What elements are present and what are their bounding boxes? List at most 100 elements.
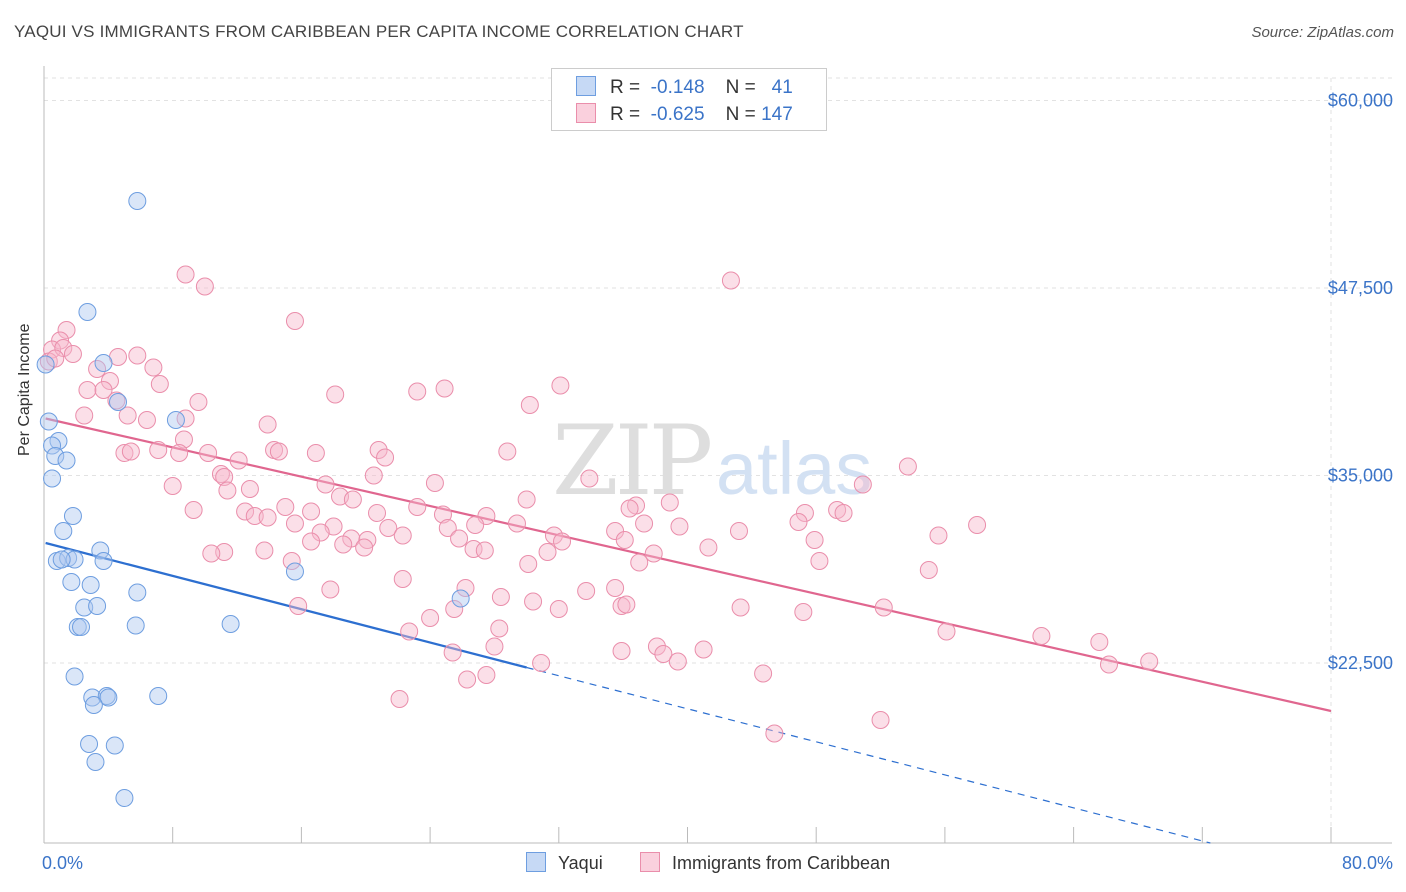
data-point-caribbean	[115, 444, 134, 462]
data-point-caribbean	[174, 430, 193, 449]
data-point-caribbean	[311, 523, 330, 542]
data-point-yaqui	[59, 549, 78, 567]
data-point-caribbean	[517, 490, 536, 509]
data-point-caribbean	[379, 519, 398, 537]
data-point-caribbean	[1140, 652, 1159, 671]
data-point-caribbean	[507, 514, 526, 533]
data-point-caribbean	[400, 622, 419, 641]
data-point-caribbean	[458, 670, 477, 689]
data-point-caribbean	[606, 522, 625, 540]
data-point-yaqui	[81, 576, 100, 594]
data-point-caribbean	[532, 654, 551, 672]
bottom-legend-yaqui: Yaqui	[526, 852, 603, 874]
data-point-caribbean	[699, 538, 718, 557]
data-point-yaqui	[83, 688, 102, 707]
data-point-caribbean	[245, 507, 264, 525]
data-point-caribbean	[438, 519, 457, 537]
data-point-caribbean	[289, 597, 308, 615]
data-point-caribbean	[150, 375, 169, 393]
data-point-caribbean	[215, 468, 234, 486]
data-point-caribbean	[202, 544, 221, 563]
data-point-yaqui	[36, 355, 55, 374]
data-point-caribbean	[615, 531, 634, 549]
data-point-caribbean	[445, 600, 464, 618]
x-tick-label: 80.0%	[1342, 853, 1393, 873]
data-point-caribbean	[229, 451, 248, 470]
data-point-caribbean	[668, 652, 687, 671]
data-point-yaqui	[65, 550, 84, 569]
data-point-yaqui	[128, 192, 147, 210]
data-point-yaqui	[221, 615, 240, 633]
data-point-caribbean	[929, 526, 948, 545]
data-point-caribbean	[731, 598, 750, 617]
data-point-caribbean	[195, 277, 214, 296]
data-point-caribbean	[919, 561, 938, 579]
data-point-yaqui	[84, 696, 103, 714]
data-point-caribbean	[355, 538, 374, 557]
watermark-zip: ZIP	[552, 405, 711, 517]
data-point-caribbean	[57, 321, 76, 339]
data-point-yaqui	[105, 736, 124, 755]
data-point-caribbean	[1032, 627, 1051, 645]
data-point-caribbean	[144, 358, 163, 377]
data-point-caribbean	[393, 526, 412, 545]
data-point-caribbean	[176, 409, 195, 428]
data-point-caribbean	[269, 442, 288, 461]
data-point-caribbean	[285, 312, 304, 330]
data-point-caribbean	[343, 490, 362, 509]
data-point-yaqui	[78, 303, 97, 321]
data-point-caribbean	[754, 664, 773, 683]
watermark: ZIP atlas	[552, 405, 872, 517]
data-point-caribbean	[443, 643, 462, 662]
data-point-caribbean	[326, 385, 345, 404]
data-point-yaqui	[285, 562, 304, 581]
data-point-caribbean	[334, 535, 353, 554]
data-point-caribbean	[729, 522, 748, 540]
data-point-caribbean	[721, 271, 740, 290]
data-point-caribbean	[617, 595, 636, 614]
data-point-caribbean	[435, 379, 454, 398]
data-point-caribbean	[491, 588, 510, 606]
data-point-caribbean	[189, 393, 208, 411]
data-point-caribbean	[874, 598, 893, 617]
bottom-legend-swatch-yaqui	[526, 852, 546, 872]
data-point-caribbean	[466, 516, 485, 534]
data-point-caribbean	[612, 642, 631, 660]
data-point-caribbean	[128, 346, 147, 365]
data-point-yaqui	[91, 541, 110, 560]
data-point-caribbean	[276, 498, 295, 516]
bottom-legend-swatch-caribbean	[640, 852, 660, 872]
legend-row-yaqui: R = -0.148 N = 41	[576, 76, 793, 99]
data-point-caribbean	[376, 448, 395, 467]
watermark-atlas: atlas	[716, 427, 872, 510]
data-point-caribbean	[236, 502, 255, 521]
data-point-caribbean	[393, 570, 412, 588]
data-point-caribbean	[94, 381, 113, 399]
y-tick-label: $47,500	[1328, 278, 1393, 298]
data-point-yaqui	[39, 412, 58, 431]
data-point-caribbean	[78, 381, 97, 399]
data-point-caribbean	[519, 555, 538, 573]
data-point-caribbean	[408, 382, 427, 401]
data-point-yaqui	[451, 589, 470, 608]
data-point-caribbean	[456, 579, 475, 597]
axes	[43, 66, 1392, 844]
data-point-caribbean	[100, 372, 119, 390]
data-point-caribbean	[369, 441, 388, 459]
data-point-caribbean	[670, 517, 689, 536]
data-point-caribbean	[450, 529, 469, 548]
data-point-yaqui	[128, 583, 147, 602]
data-point-caribbean	[606, 579, 625, 597]
data-point-caribbean	[433, 505, 452, 524]
data-point-caribbean	[170, 444, 189, 462]
data-point-yaqui	[88, 597, 107, 615]
data-point-yaqui	[62, 573, 81, 591]
data-point-yaqui	[75, 598, 94, 617]
data-point-caribbean	[184, 501, 203, 519]
bottom-legend-label-caribbean: Immigrants from Caribbean	[672, 853, 891, 873]
data-point-caribbean	[580, 469, 599, 488]
bottom-legend-caribbean: Immigrants from Caribbean	[640, 852, 890, 874]
legend-row-caribbean: R = -0.625 N = 147	[576, 103, 793, 126]
data-point-caribbean	[937, 622, 956, 641]
